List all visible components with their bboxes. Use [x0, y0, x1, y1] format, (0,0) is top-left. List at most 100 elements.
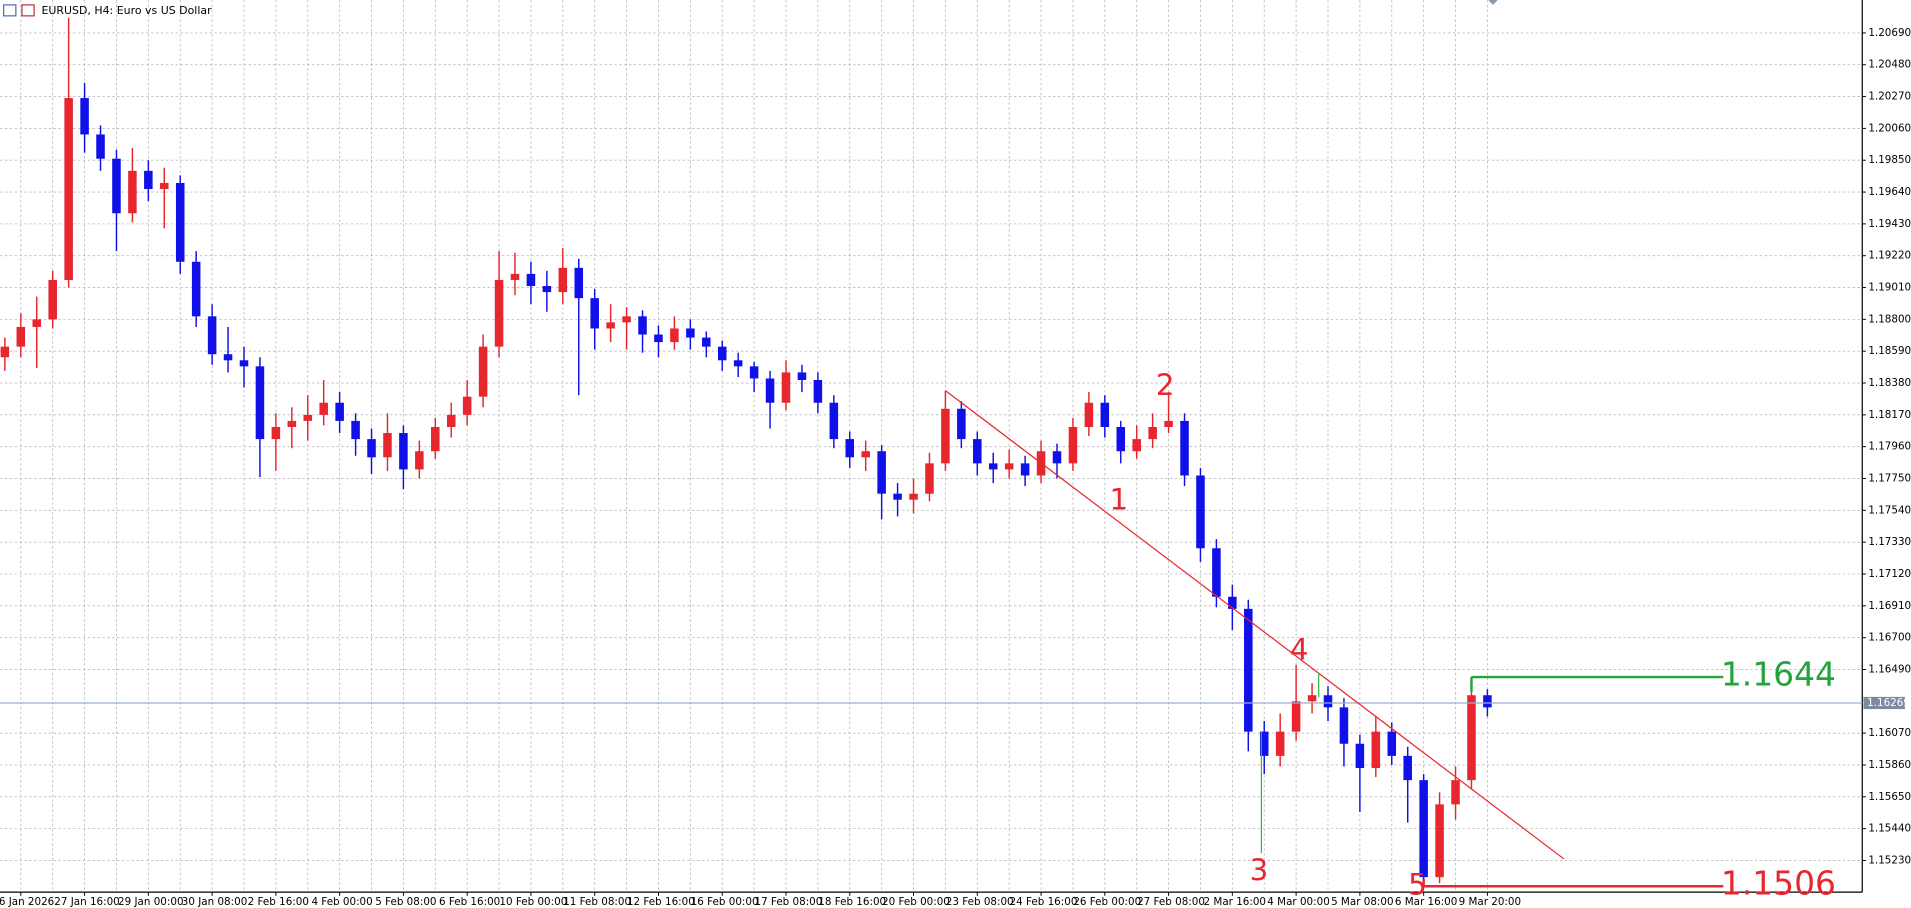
y-tick-label: 1.17750 — [1868, 473, 1911, 485]
candle-body — [765, 378, 775, 403]
level-label: 1.1506 — [1721, 864, 1836, 903]
candle-body — [654, 334, 663, 343]
level-label: 1.1644 — [1721, 654, 1836, 693]
x-tick-label: 10 Feb 00:00 — [499, 896, 567, 908]
wave-label: 3 — [1250, 853, 1269, 887]
candle-body — [16, 326, 26, 347]
candle-body — [909, 493, 918, 500]
x-tick-label: 2 Mar 16:00 — [1204, 896, 1266, 908]
candle-body — [191, 261, 201, 317]
x-tick-label: 30 Jan 08:00 — [182, 896, 248, 908]
candle-body — [1259, 731, 1269, 756]
candle-body — [781, 372, 791, 403]
current-price-box — [1863, 696, 1905, 710]
y-tick-label: 1.18170 — [1868, 409, 1911, 421]
y-tick-label: 1.18590 — [1868, 345, 1911, 357]
wave-label: 2 — [1156, 368, 1175, 402]
wave-label: 1 — [1110, 482, 1129, 516]
wave-label: 5 — [1408, 868, 1427, 902]
y-tick-label: 1.16070 — [1868, 727, 1911, 739]
candle-body — [64, 98, 73, 280]
candle-body — [510, 273, 520, 280]
candle-body — [431, 426, 440, 452]
x-tick-label: 29 Jan 00:00 — [118, 896, 184, 908]
current-price-label: 1.16269 — [1867, 697, 1910, 709]
scroll-marker[interactable] — [1488, 0, 1498, 5]
candle-body — [1068, 426, 1078, 464]
candle-body — [175, 182, 185, 262]
candle-body — [574, 267, 584, 299]
y-tick-label: 1.19010 — [1868, 282, 1911, 294]
x-tick-label: 17 Feb 08:00 — [754, 896, 822, 908]
candle-body — [160, 182, 169, 190]
candle-body — [1164, 420, 1173, 427]
candle-body — [1419, 780, 1428, 878]
candle-body — [1132, 439, 1141, 452]
y-tick-label: 1.16700 — [1868, 632, 1911, 644]
candle-body — [973, 439, 982, 464]
y-tick-label: 1.18800 — [1868, 313, 1911, 325]
candle-body — [1355, 743, 1365, 769]
candle-body — [606, 322, 615, 329]
candle-body — [0, 346, 10, 358]
candle-body — [1467, 695, 1476, 781]
candle-body — [957, 408, 966, 440]
candle-body — [48, 279, 57, 320]
candle-body — [32, 319, 42, 327]
candle-body — [1483, 695, 1492, 708]
candle-body — [1052, 451, 1062, 464]
candle-body — [702, 337, 711, 347]
x-tick-label: 27 Feb 08:00 — [1137, 896, 1205, 908]
chart-icon[interactable] — [21, 4, 35, 17]
x-tick-label: 2 Feb 16:00 — [248, 896, 309, 908]
candle-body — [1339, 707, 1349, 744]
candle-body — [1148, 426, 1157, 440]
candle-body — [1212, 548, 1221, 597]
y-tick-label: 1.15230 — [1868, 854, 1911, 866]
y-tick-label: 1.17540 — [1868, 504, 1911, 516]
y-tick-label: 1.19430 — [1868, 218, 1911, 230]
candle-body — [845, 439, 855, 458]
y-tick-label: 1.19640 — [1868, 186, 1911, 198]
candle-body — [128, 170, 137, 214]
candle-body — [303, 414, 313, 421]
y-tick-label: 1.17330 — [1868, 536, 1911, 548]
candle-body — [1307, 695, 1317, 702]
candle-body — [112, 158, 121, 214]
y-tick-label: 1.15860 — [1868, 759, 1911, 771]
candle-body — [622, 316, 631, 323]
x-tick-label: 6 Feb 16:00 — [439, 896, 500, 908]
y-tick-label: 1.18380 — [1868, 377, 1911, 389]
y-tick-label: 1.19220 — [1868, 250, 1911, 262]
x-tick-label: 4 Mar 00:00 — [1267, 896, 1329, 908]
candle-body — [925, 463, 934, 494]
y-tick-label: 1.20690 — [1868, 27, 1911, 39]
candle-body — [494, 279, 504, 347]
x-tick-label: 20 Feb 00:00 — [882, 896, 950, 908]
x-tick-label: 11 Feb 08:00 — [563, 896, 631, 908]
candle-body — [351, 420, 360, 440]
chart-title: EURUSD, H4: Euro vs US Dollar — [41, 4, 212, 17]
candle-body — [877, 451, 886, 494]
wave-label: 4 — [1290, 632, 1309, 666]
x-tick-label: 26 Feb 00:00 — [1073, 896, 1141, 908]
x-tick-label: 9 Mar 20:00 — [1459, 896, 1521, 908]
x-tick-label: 24 Feb 16:00 — [1010, 896, 1078, 908]
candle-body — [670, 328, 679, 343]
x-tick-label: 5 Mar 08:00 — [1331, 896, 1393, 908]
candle-body — [526, 273, 536, 287]
candle-body — [239, 360, 249, 367]
candle-body — [1291, 701, 1301, 732]
candle-body — [893, 493, 902, 500]
candle-body — [717, 346, 727, 361]
y-tick-label: 1.19850 — [1868, 154, 1911, 166]
candle-body — [399, 433, 408, 470]
candle-body — [813, 379, 823, 403]
y-tick-label: 1.16910 — [1868, 600, 1911, 612]
menu-icon[interactable] — [3, 4, 17, 17]
candle-body — [415, 451, 424, 470]
candle-body — [80, 98, 89, 135]
candle-body — [207, 316, 217, 355]
